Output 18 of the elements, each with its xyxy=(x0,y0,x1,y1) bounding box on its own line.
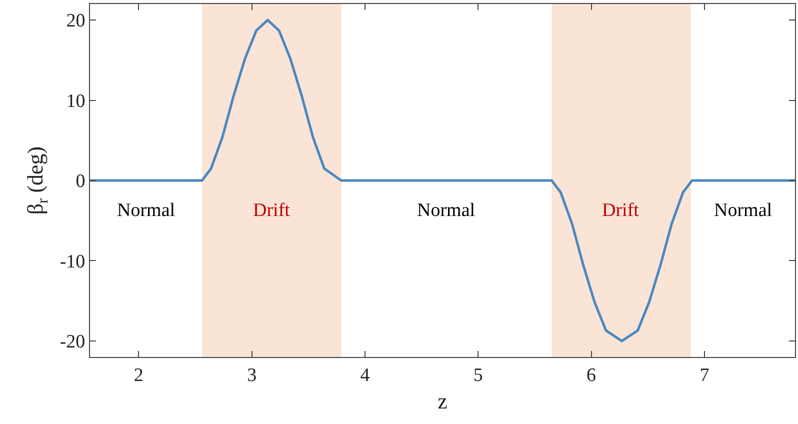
band-label: Drift xyxy=(602,200,640,221)
x-tick-label: 5 xyxy=(473,364,483,386)
x-tick-label: 3 xyxy=(247,364,257,386)
annotation: Normal xyxy=(117,200,176,221)
band-label: Drift xyxy=(253,200,291,221)
x-tick-label: 2 xyxy=(134,364,144,386)
x-tick-label: 7 xyxy=(700,364,710,386)
line-series xyxy=(90,18,795,342)
x-axis-title: z xyxy=(438,388,448,414)
y-tick-label: 10 xyxy=(66,90,86,112)
annotation: Normal xyxy=(714,200,772,221)
y-tick-label: -10 xyxy=(60,251,86,272)
x-tick-label: 6 xyxy=(586,364,596,386)
y-tick-label: -20 xyxy=(60,332,86,353)
x-tick-label: 4 xyxy=(360,364,370,386)
annotation: Normal xyxy=(417,200,476,221)
y-tick-label: 0 xyxy=(76,171,86,192)
y-tick-label: 20 xyxy=(66,10,86,32)
